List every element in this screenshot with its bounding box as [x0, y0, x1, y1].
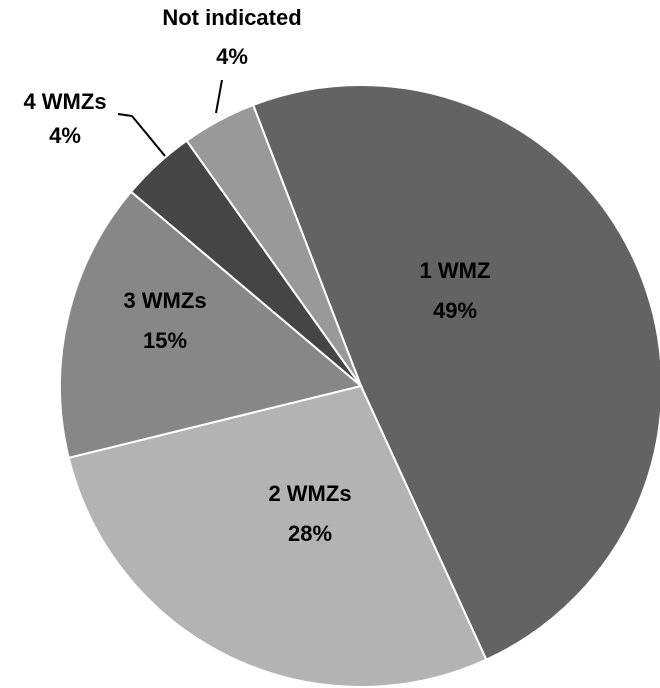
- slice-value-label: 15%: [143, 328, 187, 353]
- slice-value-label: 4%: [49, 123, 81, 148]
- slice-value-label: 28%: [288, 521, 332, 546]
- leader-line: [117, 113, 166, 157]
- pie-slice: [185, 103, 362, 387]
- pie-slice: [251, 84, 660, 662]
- slice-label: 2 WMZs: [268, 481, 351, 506]
- slice-label: 4 WMZs: [23, 89, 106, 114]
- slice-label: Not indicated: [162, 5, 301, 30]
- pie-slice: [67, 384, 488, 688]
- pie-slice: [59, 190, 364, 460]
- slice-label: 3 WMZs: [123, 288, 206, 313]
- slice-value-label: 49%: [433, 298, 477, 323]
- slice-label: 1 WMZ: [420, 258, 491, 283]
- slice-value-label: 4%: [216, 44, 248, 69]
- leader-line: [215, 79, 223, 114]
